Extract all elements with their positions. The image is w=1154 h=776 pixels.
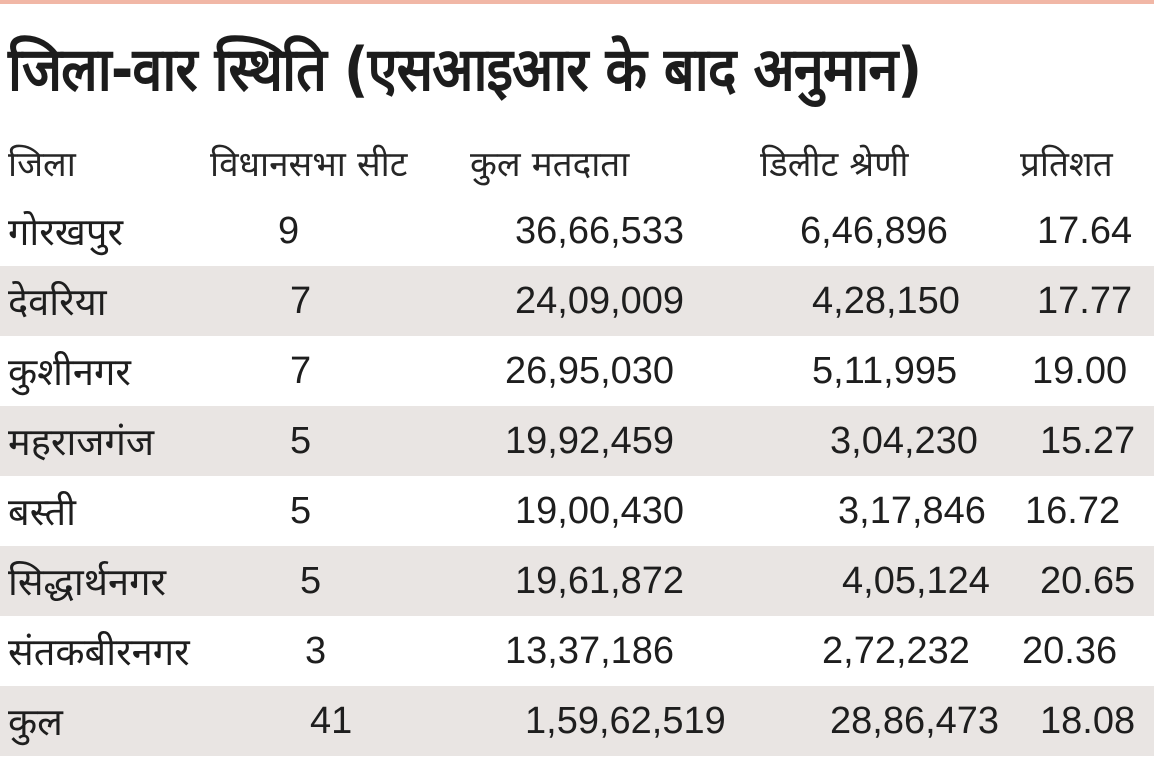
deleted-cell: 2,72,232 [822,629,970,672]
seats-cell: 9 [278,209,300,252]
table-row: गोरखपुर 9 36,66,533 6,46,896 17.64 [0,196,1154,266]
voters-cell: 36,66,533 [515,209,685,252]
table-row: बस्ती 5 19,00,430 3,17,846 16.72 [0,476,1154,546]
deleted-cell: 4,05,124 [842,559,990,602]
column-header-percent: प्रतिशत [1020,144,1113,185]
percent-cell: 20.36 [1022,629,1118,672]
deleted-cell: 3,17,846 [838,489,986,532]
voters-cell: 26,95,030 [505,349,675,392]
district-cell: सिद्धार्थनगर [8,560,167,604]
table-row: देवरिया 7 24,09,009 4,28,150 17.77 [0,266,1154,336]
seats-cell: 5 [300,559,322,602]
district-cell: देवरिया [8,280,107,324]
district-cell: गोरखपुर [8,210,123,254]
table-row: संतकबीरनगर 3 13,37,186 2,72,232 20.36 [0,616,1154,686]
table-header-row: जिला विधानसभा सीट कुल मतदाता डिलीट श्रेण… [0,130,1154,196]
district-cell: महराजगंज [8,420,155,464]
column-header-seats: विधानसभा सीट [210,144,408,185]
deleted-cell: 3,04,230 [830,419,978,462]
seats-cell: 7 [290,349,312,392]
percent-cell: 19.00 [1032,349,1128,392]
seats-cell: 5 [290,419,312,462]
deleted-cell: 5,11,995 [812,349,958,392]
table-row: महराजगंज 5 19,92,459 3,04,230 15.27 [0,406,1154,476]
column-header-district: जिला [8,144,76,185]
percent-cell: 20.65 [1040,559,1136,602]
page-title: जिला-वार स्थिति (एसआइआर के बाद अनुमान) [8,35,922,105]
table-row-total: कुल 41 1,59,62,519 28,86,473 18.08 [0,686,1154,756]
table-row: कुशीनगर 7 26,95,030 5,11,995 19.00 [0,336,1154,406]
percent-cell: 18.08 [1040,699,1136,742]
district-cell: कुल [8,700,63,744]
percent-cell: 17.77 [1037,279,1133,322]
top-rule [0,0,1154,4]
percent-cell: 16.72 [1025,489,1121,532]
voters-cell: 19,92,459 [505,419,675,462]
voters-cell: 19,00,430 [515,489,685,532]
table-row: सिद्धार्थनगर 5 19,61,872 4,05,124 20.65 [0,546,1154,616]
deleted-cell: 6,46,896 [800,209,948,252]
percent-cell: 17.64 [1037,209,1133,252]
voters-cell: 13,37,186 [505,629,675,672]
seats-cell: 7 [290,279,312,322]
deleted-cell: 4,28,150 [812,279,960,322]
district-table: जिला विधानसभा सीट कुल मतदाता डिलीट श्रेण… [0,130,1154,756]
voters-cell: 19,61,872 [515,559,685,602]
district-cell: बस्ती [8,490,76,534]
voters-cell: 1,59,62,519 [525,699,726,742]
deleted-cell: 28,86,473 [830,699,1000,742]
district-cell: कुशीनगर [8,350,131,394]
column-header-deleted: डिलीट श्रेणी [760,144,909,185]
seats-cell: 5 [290,489,312,532]
seats-cell: 3 [305,629,327,672]
seats-cell: 41 [310,699,353,742]
percent-cell: 15.27 [1040,419,1136,462]
district-cell: संतकबीरनगर [8,630,190,674]
voters-cell: 24,09,009 [515,279,685,322]
column-header-voters: कुल मतदाता [470,144,630,185]
